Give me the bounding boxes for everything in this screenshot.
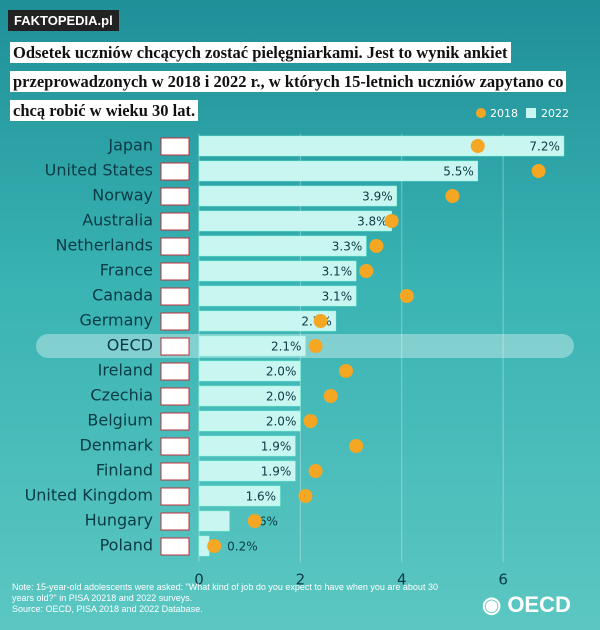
- bar: [198, 185, 397, 207]
- dot: [349, 439, 364, 453]
- flag: [160, 262, 190, 281]
- flag: [160, 187, 190, 206]
- flag: [160, 287, 190, 306]
- legend-swatch: [526, 108, 536, 118]
- caption: Odsetek uczniów chcących zostać pielęgni…: [10, 38, 570, 125]
- x-tick-label: 4: [397, 571, 407, 589]
- note: Note: 15-year-old adolescents were asked…: [12, 582, 452, 615]
- dot: [470, 139, 485, 153]
- source-text: Source: OECD, PISA 2018 and 2022 Databas…: [12, 604, 203, 614]
- flag: [160, 537, 190, 556]
- flag: [160, 137, 190, 156]
- value-label: 0.2%: [227, 540, 258, 554]
- dot: [359, 264, 374, 278]
- y-tick-label: United Kingdom: [25, 486, 153, 505]
- bar: [198, 410, 301, 432]
- y-tick-label: Netherlands: [55, 236, 153, 255]
- bar: [198, 260, 357, 282]
- note-text: Note: 15-year-old adolescents were asked…: [12, 582, 438, 603]
- flag: [160, 362, 190, 381]
- dot: [399, 289, 414, 303]
- logo: ◉ OECD: [482, 592, 571, 617]
- dot: [384, 214, 399, 228]
- flag: [160, 412, 190, 431]
- dot: [531, 164, 546, 178]
- y-tick-label: Denmark: [79, 436, 153, 455]
- bar: [198, 310, 337, 332]
- y-tick-label: Poland: [100, 536, 153, 555]
- dot: [308, 464, 323, 478]
- y-tick-label: Belgium: [87, 411, 153, 430]
- dot: [298, 489, 313, 503]
- flag: [160, 312, 190, 331]
- y-tick-label: Norway: [92, 186, 153, 205]
- bar: [198, 285, 357, 307]
- y-tick-label: Germany: [79, 311, 153, 330]
- x-tick-label: 0: [194, 571, 204, 589]
- value-label: 1.9%: [261, 465, 292, 479]
- flag: [160, 387, 190, 406]
- legend-label: 2018: [490, 107, 518, 120]
- y-tick-label: Japan: [107, 136, 153, 155]
- value-label: 2.1%: [271, 340, 302, 354]
- caption-text: Odsetek uczniów chcących zostać pielęgni…: [10, 42, 567, 121]
- x-tick-label: 2: [296, 571, 306, 589]
- dot: [207, 539, 222, 553]
- y-tick-label: Czechia: [90, 386, 153, 405]
- x-tick-label: 6: [498, 571, 508, 589]
- bar: [198, 485, 281, 507]
- y-tick-label: United States: [45, 161, 153, 180]
- y-tick-label: Ireland: [98, 361, 153, 380]
- flag: [160, 212, 190, 231]
- value-label: 3.9%: [362, 190, 393, 204]
- value-label: 7.2%: [529, 140, 560, 154]
- flag: [160, 462, 190, 481]
- value-label: 3.1%: [322, 290, 353, 304]
- flag: [160, 512, 190, 531]
- dot: [247, 514, 262, 528]
- value-label: 3.1%: [322, 265, 353, 279]
- legend-label: 2022: [541, 107, 569, 120]
- bar: [198, 160, 479, 182]
- value-label: 2.0%: [266, 365, 297, 379]
- watermark: FAKTOPEDIA.pl: [8, 10, 119, 31]
- flag: [160, 237, 190, 256]
- value-label: 2.0%: [266, 390, 297, 404]
- bar: [198, 510, 230, 532]
- y-tick-label: OECD: [107, 336, 153, 355]
- bar: [198, 360, 301, 382]
- bar: [198, 460, 296, 482]
- logo-text: OECD: [507, 592, 571, 617]
- bar: [198, 435, 296, 457]
- flag: [160, 487, 190, 506]
- legend-dot: [476, 108, 486, 118]
- bar: [198, 235, 367, 257]
- dot: [445, 189, 460, 203]
- bar: [198, 135, 565, 157]
- dot: [338, 364, 353, 378]
- value-label: 1.9%: [261, 440, 292, 454]
- value-label: 5.5%: [443, 165, 474, 179]
- dot: [369, 239, 384, 253]
- bar: [198, 385, 301, 407]
- value-label: 3.8%: [357, 215, 388, 229]
- value-label: 1.6%: [246, 490, 277, 504]
- flag: [160, 162, 190, 181]
- dot: [313, 314, 328, 328]
- bar: [198, 335, 306, 357]
- y-tick-label: Hungary: [85, 511, 153, 530]
- y-tick-label: Canada: [92, 286, 153, 305]
- value-label: 2.0%: [266, 415, 297, 429]
- dot: [308, 339, 323, 353]
- y-tick-label: Australia: [82, 211, 153, 230]
- value-label: 3.3%: [332, 240, 363, 254]
- flag: [160, 337, 190, 356]
- y-tick-label: Finland: [96, 461, 153, 480]
- y-tick-label: France: [100, 261, 153, 280]
- flag: [160, 437, 190, 456]
- dot: [303, 414, 318, 428]
- dot: [323, 389, 338, 403]
